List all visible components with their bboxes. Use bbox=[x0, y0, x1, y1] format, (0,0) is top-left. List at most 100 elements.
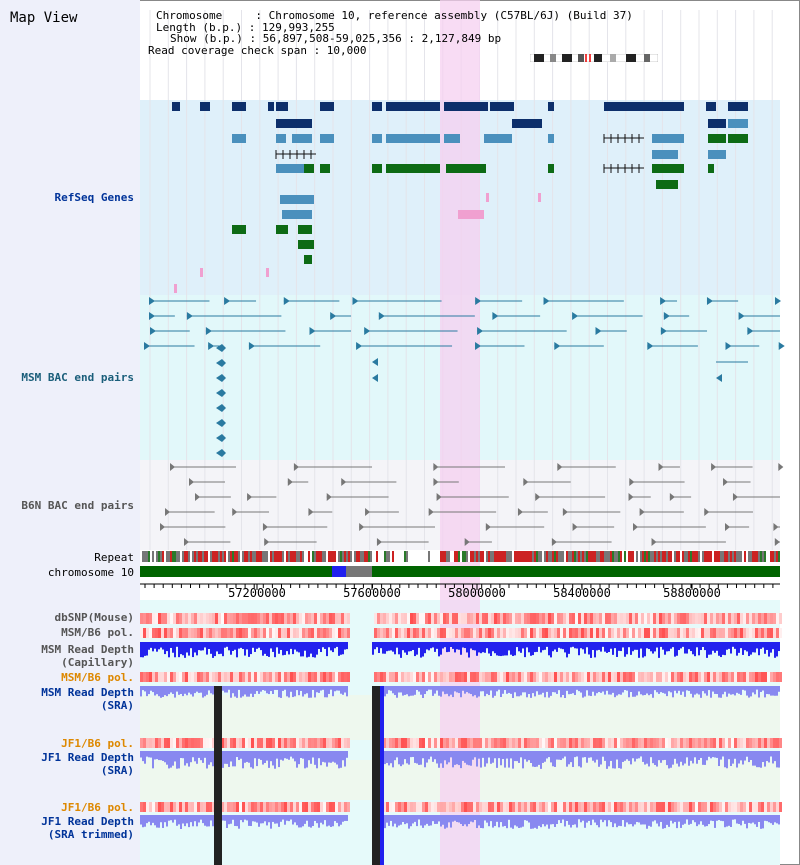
msm-pol-cell bbox=[140, 628, 143, 638]
dbsnp-cell bbox=[182, 613, 185, 624]
label-b6n-bac[interactable]: B6N BAC end pairs bbox=[21, 499, 134, 512]
msm-depth-cap-bar bbox=[146, 642, 148, 656]
msm-pol-cell bbox=[335, 672, 338, 682]
jf1-depth-sra-bar bbox=[644, 751, 646, 765]
msm-pol-cell bbox=[383, 628, 386, 638]
jf1-depth-sra-bar bbox=[590, 751, 592, 758]
msm-depth-cap-bar bbox=[620, 642, 622, 652]
dbsnp-cell bbox=[323, 613, 326, 624]
jf1-depth-sra-bar bbox=[516, 751, 518, 762]
msm-depth-sra-bar bbox=[552, 686, 554, 693]
refseq-gene bbox=[282, 210, 312, 219]
msm-depth-sra-bar bbox=[162, 686, 164, 697]
msm-pol-cell bbox=[566, 672, 569, 682]
jf1-pol-cell bbox=[674, 738, 677, 748]
axis-tick-label: 57200000 bbox=[228, 586, 286, 600]
jf1-pol-cell bbox=[221, 802, 224, 812]
refseq-gene bbox=[298, 225, 312, 234]
jf1-depth-trim-bar bbox=[454, 815, 456, 821]
msm-pol-cell bbox=[653, 672, 656, 682]
msm-pol-cell bbox=[374, 628, 377, 638]
msm-depth-cap-bar bbox=[192, 642, 194, 658]
msm-pol-cell bbox=[284, 672, 287, 682]
jf1-depth-trim-bar bbox=[418, 815, 420, 820]
jf1-pol-cell bbox=[602, 802, 605, 812]
label-msm-bac[interactable]: MSM BAC end pairs bbox=[21, 371, 134, 384]
jf1-depth-sra-bar bbox=[772, 751, 774, 764]
jf1-depth-trim-bar bbox=[476, 815, 478, 829]
msm-depth-sra-bar bbox=[206, 686, 208, 695]
repeat-element bbox=[624, 551, 626, 562]
repeat-element bbox=[670, 551, 672, 562]
repeat-element bbox=[236, 551, 238, 562]
repeat-element bbox=[222, 551, 224, 562]
jf1-pol-cell bbox=[752, 738, 755, 748]
msm-depth-sra-bar bbox=[446, 686, 448, 694]
dbsnp-cell bbox=[578, 613, 581, 624]
jf1-depth-trim-bar bbox=[774, 815, 776, 823]
msm-pol-cell bbox=[425, 628, 428, 638]
msm-depth-sra-bar bbox=[344, 686, 346, 693]
jf1-depth-sra-bar bbox=[320, 751, 322, 766]
dbsnp-cell bbox=[551, 613, 554, 624]
jf1-depth-sra-bar bbox=[434, 751, 436, 760]
msm-depth-cap-bar bbox=[436, 642, 438, 649]
repeat-element bbox=[144, 551, 146, 562]
msm-depth-sra-bar bbox=[140, 686, 142, 697]
jf1-depth-trim-bar bbox=[640, 815, 642, 825]
chromosome-ideogram[interactable] bbox=[530, 54, 658, 62]
jf1-pol-cell bbox=[416, 738, 419, 748]
repeat-element bbox=[574, 551, 576, 562]
msm-pol-cell bbox=[503, 672, 506, 682]
jf1-depth-trim-bar bbox=[420, 815, 422, 826]
repeat-element bbox=[770, 551, 772, 562]
jf1-depth-trim-bar bbox=[634, 815, 636, 825]
jf1-pol-cell bbox=[701, 802, 704, 812]
msm-depth-cap-bar bbox=[296, 642, 298, 652]
msm-depth-cap-bar bbox=[626, 642, 628, 655]
msm-depth-sra-bar bbox=[542, 686, 544, 693]
msm-pol-cell bbox=[167, 672, 170, 682]
msm-pol-cell bbox=[443, 628, 446, 638]
dbsnp-cell bbox=[671, 613, 674, 624]
jf1-depth-trim-bar bbox=[660, 815, 662, 822]
msm-pol-cell bbox=[575, 672, 578, 682]
label-refseq-genes[interactable]: RefSeq Genes bbox=[54, 191, 134, 204]
repeat-element bbox=[648, 551, 650, 562]
msm-pol-cell bbox=[515, 628, 518, 638]
dbsnp-cell bbox=[599, 613, 602, 624]
jf1-depth-trim-bar bbox=[638, 815, 640, 823]
msm-pol-cell bbox=[737, 672, 740, 682]
jf1-depth-sra-bar bbox=[328, 751, 330, 763]
jf1-pol-cell bbox=[191, 802, 194, 812]
msm-depth-sra-bar bbox=[256, 686, 258, 692]
repeat-element bbox=[264, 551, 266, 562]
jf1-pol-cell bbox=[713, 738, 716, 748]
jf1-depth-trim-bar bbox=[762, 815, 764, 829]
jf1-depth-sra-bar bbox=[716, 751, 718, 758]
jf1-pol-cell bbox=[296, 738, 299, 748]
jf1-pol-cell bbox=[455, 738, 458, 748]
msm-depth-sra-bar bbox=[640, 686, 642, 695]
msm-depth-sra-bar bbox=[586, 686, 588, 691]
jf1-depth-trim-bar bbox=[280, 815, 282, 822]
msm-depth-sra-bar bbox=[172, 686, 174, 694]
jf1-depth-sra-bar bbox=[448, 751, 450, 763]
jf1-depth-trim-bar bbox=[776, 815, 778, 824]
msm-depth-cap-bar bbox=[546, 642, 548, 647]
msm-pol-cell bbox=[458, 628, 461, 638]
repeat-element bbox=[214, 551, 216, 562]
jf1-depth-sra-bar bbox=[388, 751, 390, 766]
msm-pol-cell bbox=[269, 628, 272, 638]
jf1-depth-sra-bar bbox=[228, 751, 230, 767]
msm-depth-sra-bar bbox=[440, 686, 442, 697]
jf1-depth-trim-bar bbox=[764, 815, 766, 821]
jf1-pol-cell bbox=[164, 738, 167, 748]
jf1-pol-cell bbox=[599, 738, 602, 748]
jf1-pol-cell bbox=[581, 738, 584, 748]
jf1-pol-cell bbox=[638, 802, 641, 812]
msm-depth-sra-bar bbox=[292, 686, 294, 698]
jf1-pol-cell bbox=[641, 802, 644, 812]
msm-bac-end bbox=[216, 449, 226, 457]
